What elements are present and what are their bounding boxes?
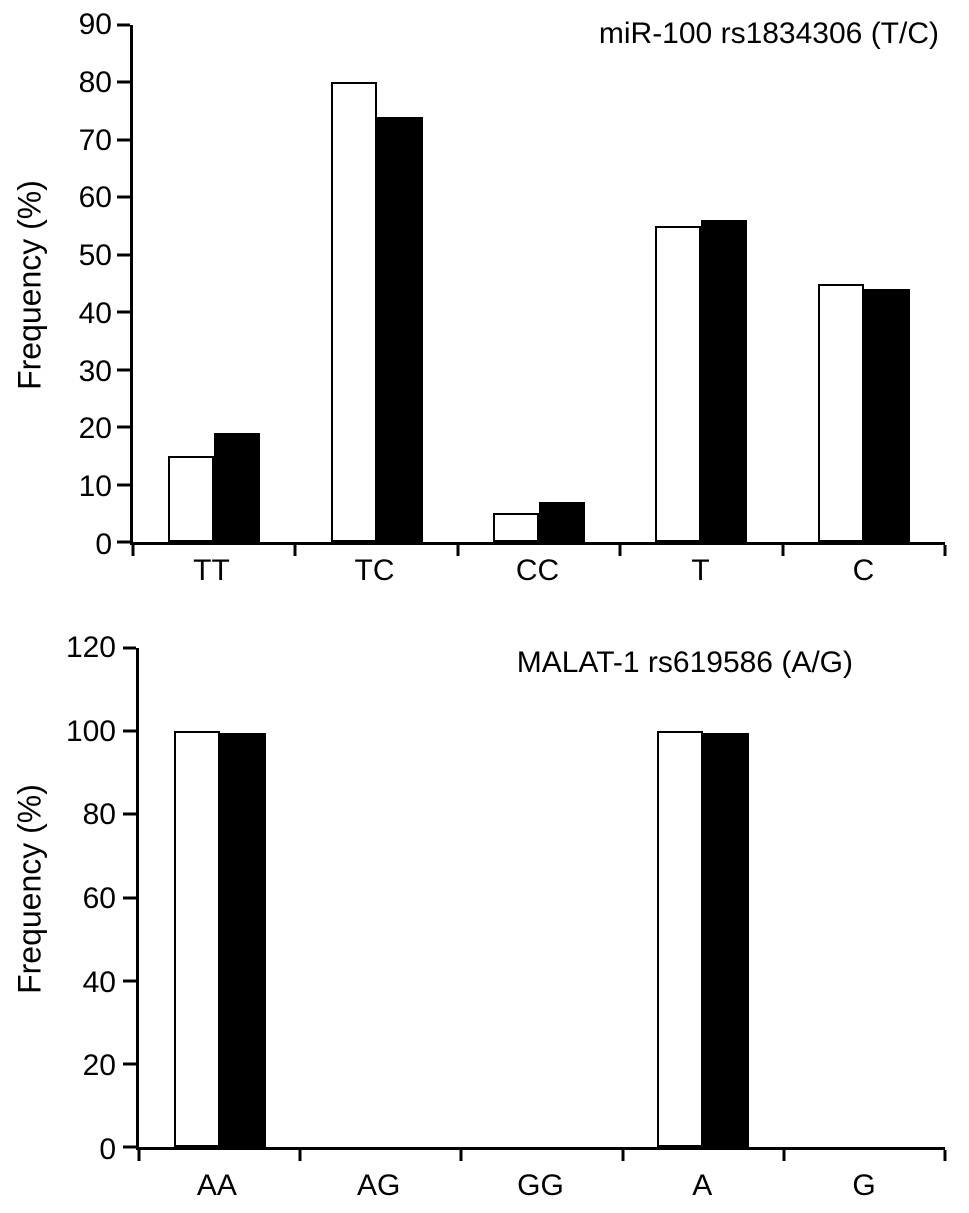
- y-tick-label: 100: [65, 714, 116, 748]
- y-tick-mark: [117, 80, 130, 84]
- y-tick-label: 80: [78, 65, 112, 99]
- filled-bar-tc: [376, 116, 423, 542]
- filled-bar-c: [863, 289, 910, 542]
- y-tick-mark: [123, 729, 136, 733]
- y-tick-mark: [117, 195, 130, 199]
- x-axis-tick-labels: TT TC CC T C: [130, 554, 945, 590]
- filled-bar-tt: [214, 432, 261, 542]
- y-tick-mark: [123, 812, 136, 816]
- plot-area: MALAT-1 rs619586 (A/G): [123, 646, 947, 1161]
- plot-area: miR-100 rs1834306 (T/C): [117, 17, 947, 556]
- y-tick-mark: [123, 646, 136, 650]
- bar-group-gg: [461, 648, 622, 1147]
- x-tick-label: AG: [357, 1169, 401, 1202]
- bar-group-cc: [458, 25, 620, 542]
- chart-title: MALAT-1 rs619586 (A/G): [516, 646, 853, 679]
- x-tick-mark: [456, 545, 460, 556]
- x-tick-mark: [781, 545, 785, 556]
- y-tick-label: 40: [78, 296, 112, 330]
- open-bar-c: [817, 283, 864, 542]
- x-tick-mark: [618, 545, 622, 556]
- y-tick-mark: [117, 483, 130, 487]
- filled-bar-a: [703, 733, 750, 1147]
- x-tick-mark: [137, 1150, 141, 1161]
- filled-bar-cc: [538, 501, 585, 542]
- y-axis-tick-labels: 0 10 20 30 40 50 60 70 80 90: [0, 10, 112, 560]
- y-tick-label: 20: [78, 412, 112, 446]
- chart-title: miR-100 rs1834306 (T/C): [598, 17, 939, 50]
- x-tick-label: GG: [517, 1169, 564, 1202]
- x-tick-mark: [131, 545, 135, 556]
- x-tick-mark: [459, 1150, 463, 1161]
- bar-group-tc: [295, 25, 457, 542]
- y-tick-label: 30: [78, 354, 112, 388]
- open-bar-tt: [168, 455, 215, 542]
- x-tick-label: AA: [196, 1169, 237, 1202]
- chart-malat1-rs619586: Frequency (%) 0 20 40 60 80 100 120 MALAT-1 rs…: [0, 613, 969, 1213]
- y-tick-label: 60: [82, 882, 116, 915]
- chart-mir100-rs1834306: Frequency (%) 0 10 20 30 40 50 60 70 80 90 miR-10…: [0, 0, 969, 600]
- open-bar-tc: [330, 82, 377, 542]
- y-tick-mark: [123, 896, 136, 899]
- x-tick-mark: [621, 1150, 625, 1161]
- y-tick-mark: [123, 1062, 136, 1066]
- y-tick-label: 90: [78, 8, 112, 41]
- y-tick-mark: [123, 1145, 136, 1149]
- y-tick-mark: [117, 138, 130, 142]
- x-tick-mark: [298, 1150, 302, 1161]
- filled-bar-aa: [219, 733, 266, 1147]
- x-tick-label: A: [692, 1169, 713, 1202]
- y-tick-mark: [117, 540, 130, 544]
- bar-group-a: [623, 648, 784, 1147]
- y-tick-label: 80: [82, 798, 116, 832]
- y-tick-label: 120: [65, 631, 116, 664]
- y-tick-mark: [117, 253, 130, 257]
- open-bar-t: [655, 226, 702, 542]
- y-tick-mark: [117, 23, 130, 27]
- x-tick-label: G: [852, 1169, 876, 1202]
- x-tick-label: C: [852, 554, 875, 587]
- open-bar-aa: [173, 731, 220, 1147]
- y-tick-label: 40: [82, 965, 116, 999]
- y-tick-mark: [117, 368, 130, 372]
- filled-bar-t: [701, 220, 748, 542]
- x-tick-mark: [782, 1150, 786, 1161]
- open-bar-a: [657, 731, 704, 1147]
- y-tick-mark: [117, 425, 130, 429]
- y-tick-label: 70: [78, 123, 112, 157]
- y-tick-mark: [123, 979, 136, 983]
- y-tick-label: 10: [78, 470, 112, 504]
- x-tick-mark: [943, 545, 947, 556]
- bar-group-g: [784, 648, 945, 1147]
- bar-group-ag: [300, 648, 461, 1147]
- x-tick-mark: [943, 1150, 947, 1161]
- bar-group-t: [620, 25, 782, 542]
- x-tick-label: TT: [193, 554, 230, 587]
- bar-group-aa: [139, 648, 300, 1147]
- x-tick-label: T: [691, 554, 710, 587]
- open-bar-cc: [492, 513, 539, 542]
- y-tick-label: 0: [99, 1133, 116, 1166]
- y-tick-label: 20: [82, 1049, 116, 1083]
- x-tick-label: TC: [354, 554, 395, 587]
- y-tick-label: 0: [95, 528, 112, 561]
- x-axis-tick-labels: AA AG GG A G: [136, 1169, 945, 1205]
- y-tick-mark: [117, 310, 130, 314]
- y-axis-tick-labels: 0 20 40 60 80 100 120: [0, 633, 116, 1165]
- x-tick-mark: [293, 545, 297, 556]
- x-tick-label: CC: [515, 554, 560, 587]
- bar-group-c: [783, 25, 945, 542]
- y-tick-label: 50: [78, 239, 112, 273]
- y-tick-label: 60: [78, 181, 112, 215]
- bar-group-tt: [133, 25, 295, 542]
